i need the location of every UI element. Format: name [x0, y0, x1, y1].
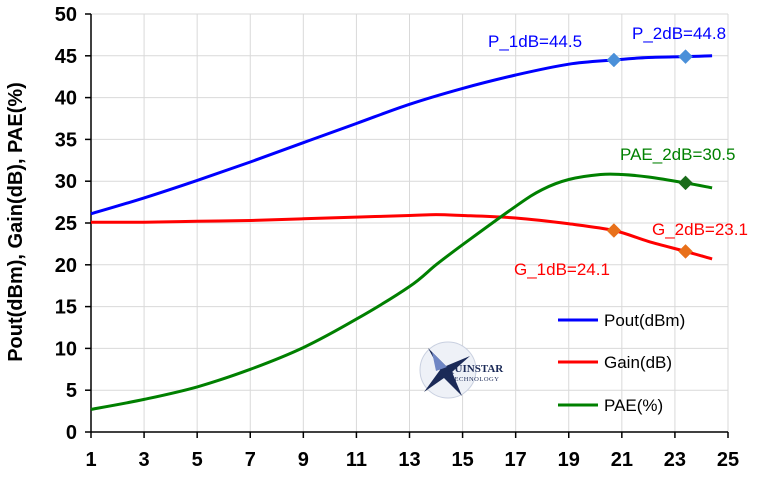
annotation-pae2db: PAE_2dB=30.5	[620, 145, 735, 164]
x-tick-label: 7	[245, 449, 256, 471]
y-axis-label: Pout(dBm), Gain(dB), PAE(%)	[5, 82, 27, 362]
legend-label-gain: Gain(dB)	[604, 353, 672, 372]
y-tick-label: 15	[55, 297, 77, 319]
legend-label-pout: Pout(dBm)	[604, 311, 685, 330]
y-tick-label: 35	[55, 129, 77, 151]
x-tick-label: 13	[398, 449, 420, 471]
y-tick-label: 20	[55, 255, 77, 277]
x-tick-label: 3	[139, 449, 150, 471]
series-markers	[606, 49, 693, 259]
x-tick-label: 1	[85, 449, 96, 471]
y-tick-label: 40	[55, 88, 77, 110]
diamond-marker	[678, 244, 693, 259]
x-tick-labels: 1 3 5 7 9 11 13 15 17 19 21 23 25	[85, 449, 739, 471]
annotation-p2db: P_2dB=44.8	[632, 24, 726, 43]
x-tick-label: 11	[346, 449, 367, 471]
series-line-pout-dbm	[90, 54, 713, 216]
annotations: P_1dB=44.5 P_2dB=44.8 PAE_2dB=30.5 G_1dB…	[488, 24, 748, 279]
diamond-marker	[606, 223, 622, 238]
y-tick-labels: 0 5 10 15 20 25 30 35 40 45 50	[55, 4, 77, 444]
diamond-marker	[606, 52, 622, 68]
y-tick-label: 5	[66, 380, 77, 402]
y-tick-label: 0	[66, 422, 77, 444]
series-lines	[90, 54, 713, 411]
legend-label-pae: PAE(%)	[604, 396, 663, 415]
y-tick-label: 30	[55, 171, 77, 193]
logo-name: QUINSTAR	[446, 363, 504, 375]
x-tick-label: 23	[664, 449, 686, 471]
annotation-g2db: G_2dB=23.1	[652, 220, 748, 239]
series-line-gain-db	[90, 213, 713, 261]
quinstar-logo: QUINSTAR TECHNOLOGY	[419, 341, 504, 399]
x-tick-label: 17	[505, 449, 527, 471]
annotation-p1db: P_1dB=44.5	[488, 32, 582, 51]
x-tick-label: 15	[451, 449, 473, 471]
x-tick-label: 9	[298, 449, 309, 471]
x-tick-label: 25	[717, 449, 739, 471]
x-tick-label: 21	[611, 449, 633, 471]
annotation-g1db: G_1dB=24.1	[514, 260, 610, 279]
y-tick-label: 10	[55, 338, 77, 360]
x-tick-label: 19	[558, 449, 580, 471]
axes	[85, 13, 729, 438]
legend: Pout(dBm) Gain(dB) PAE(%)	[558, 311, 685, 415]
series-line-pae	[90, 172, 713, 411]
x-tick-label: 5	[192, 449, 203, 471]
diamond-marker	[678, 49, 693, 64]
y-tick-label: 45	[55, 46, 77, 68]
y-tick-label: 50	[55, 4, 77, 26]
logo-subtitle: TECHNOLOGY	[450, 376, 499, 383]
diamond-marker	[678, 175, 693, 191]
y-tick-label: 25	[55, 213, 77, 235]
